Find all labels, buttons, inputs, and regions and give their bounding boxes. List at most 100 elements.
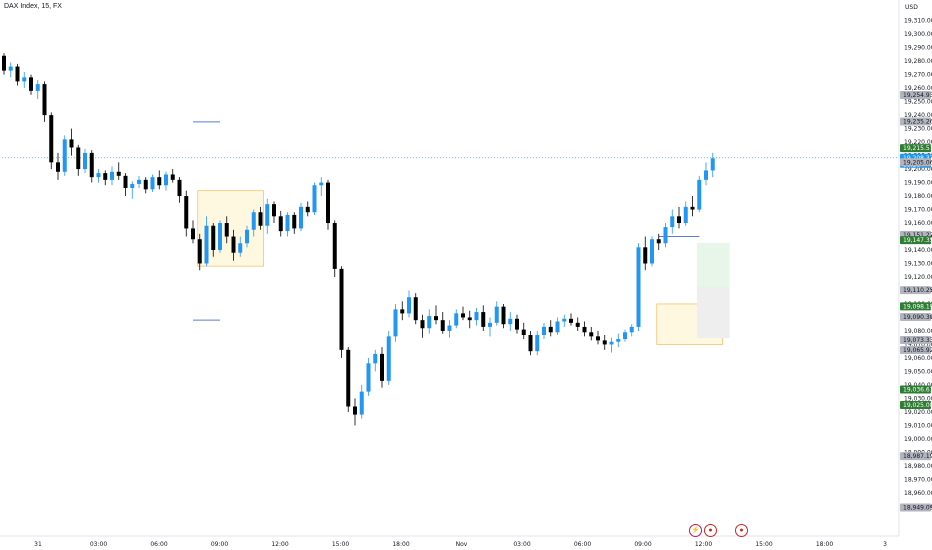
candle[interactable]	[434, 305, 438, 325]
candle[interactable]	[96, 169, 101, 183]
candle[interactable]	[569, 313, 573, 326]
candle[interactable]	[515, 314, 519, 334]
candle[interactable]	[400, 301, 405, 321]
candle[interactable]	[123, 173, 128, 197]
candle[interactable]	[575, 317, 580, 331]
candle[interactable]	[407, 290, 411, 318]
candle[interactable]	[211, 223, 216, 257]
candle[interactable]	[69, 128, 74, 156]
candle[interactable]	[22, 71, 27, 89]
candle[interactable]	[467, 310, 472, 329]
candle[interactable]	[272, 201, 276, 224]
candle[interactable]	[562, 314, 567, 327]
candle[interactable]	[8, 62, 13, 78]
candle[interactable]	[326, 179, 330, 230]
candle[interactable]	[137, 175, 141, 188]
candle[interactable]	[164, 171, 168, 191]
us-flag-event-icon-2[interactable]: ●	[735, 524, 748, 537]
price-tag[interactable]: 19,073.33	[900, 335, 932, 344]
candle[interactable]	[488, 317, 492, 337]
candle[interactable]	[2, 53, 6, 75]
candle[interactable]	[130, 181, 135, 199]
candle[interactable]	[663, 223, 668, 248]
candle[interactable]	[386, 330, 391, 385]
candle[interactable]	[15, 63, 20, 86]
candle[interactable]	[285, 212, 290, 237]
candle[interactable]	[258, 206, 263, 230]
candle[interactable]	[103, 170, 108, 186]
candle[interactable]	[629, 324, 634, 337]
candle[interactable]	[704, 162, 708, 186]
candle[interactable]	[710, 152, 715, 178]
price-tag[interactable]: 18,987.19	[900, 452, 932, 461]
candle[interactable]	[76, 144, 81, 176]
price-tag[interactable]: 19,254.93	[900, 90, 932, 99]
candle[interactable]	[670, 209, 675, 234]
candle[interactable]	[427, 309, 432, 334]
candle[interactable]	[697, 175, 702, 213]
candle[interactable]	[332, 220, 337, 277]
candle[interactable]	[636, 243, 641, 331]
candle[interactable]	[643, 236, 648, 271]
candle[interactable]	[461, 306, 465, 321]
candle[interactable]	[413, 293, 418, 325]
candle[interactable]	[582, 321, 587, 337]
price-tag[interactable]: 18,949.09	[900, 503, 932, 512]
candle[interactable]	[83, 148, 87, 174]
candle[interactable]	[501, 303, 506, 329]
candle[interactable]	[366, 357, 371, 396]
candle[interactable]	[623, 329, 627, 342]
candle[interactable]	[508, 312, 513, 331]
currency-label[interactable]: USD	[905, 4, 918, 11]
candle[interactable]	[143, 177, 148, 194]
candle[interactable]	[346, 347, 351, 412]
candle[interactable]	[251, 209, 256, 237]
candle[interactable]	[542, 322, 546, 340]
candle[interactable]	[42, 81, 47, 122]
candle[interactable]	[440, 312, 445, 334]
candle[interactable]	[35, 80, 40, 99]
candle[interactable]	[602, 334, 607, 350]
candle[interactable]	[548, 320, 553, 337]
candle[interactable]	[474, 308, 479, 326]
candle[interactable]	[245, 225, 249, 248]
candle[interactable]	[380, 347, 384, 388]
price-tag[interactable]: 19,025.08	[900, 401, 932, 410]
price-tag[interactable]: 19,147.35	[900, 236, 932, 245]
candle[interactable]	[116, 162, 121, 180]
candle[interactable]	[528, 330, 533, 356]
candle[interactable]	[312, 182, 317, 215]
candle[interactable]	[29, 74, 33, 95]
candle[interactable]	[596, 330, 600, 345]
candle[interactable]	[589, 326, 594, 341]
candle[interactable]	[157, 170, 162, 190]
candle[interactable]	[292, 212, 297, 234]
candle[interactable]	[299, 202, 303, 232]
candle[interactable]	[177, 177, 182, 203]
candle[interactable]	[110, 166, 114, 186]
price-tag[interactable]: 19,090.30	[900, 313, 932, 322]
candle[interactable]	[481, 305, 486, 331]
candle[interactable]	[191, 220, 195, 244]
candle[interactable]	[359, 384, 364, 419]
price-tag[interactable]: 19,098.19	[900, 302, 932, 311]
candle[interactable]	[339, 266, 344, 358]
price-tag[interactable]: 19,065.92	[900, 345, 932, 354]
candle[interactable]	[373, 349, 378, 372]
price-tag[interactable]: 19,215.51	[900, 144, 932, 153]
candle[interactable]	[650, 236, 654, 267]
candle[interactable]	[447, 320, 452, 338]
time-axis[interactable]: 31 03:00 06:00 09:00 12:00 15:00 18:00 Nov 03:00…	[34, 541, 887, 548]
candle[interactable]	[393, 303, 398, 342]
candle[interactable]	[278, 210, 283, 237]
candle[interactable]	[683, 201, 688, 226]
candle[interactable]	[231, 229, 236, 261]
us-flag-event-icon[interactable]: ●	[704, 524, 717, 537]
candle[interactable]	[184, 190, 189, 237]
price-tag[interactable]: 19,036.61	[900, 385, 932, 394]
candle[interactable]	[656, 233, 661, 251]
candle[interactable]	[454, 309, 459, 329]
candle[interactable]	[420, 314, 425, 338]
candle[interactable]	[555, 317, 560, 335]
